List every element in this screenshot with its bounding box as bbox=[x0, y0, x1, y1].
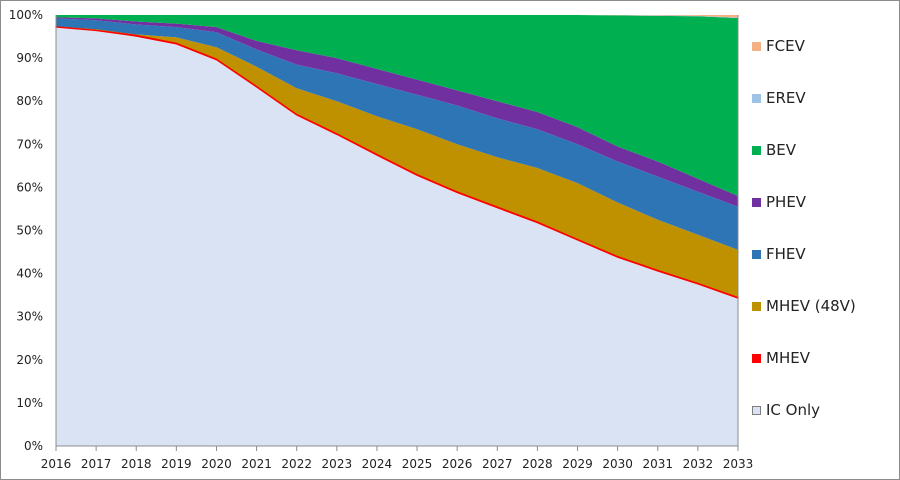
legend-swatch-ic-only bbox=[752, 405, 761, 415]
x-tick-label: 2019 bbox=[161, 457, 192, 471]
y-tick-label: 10% bbox=[16, 396, 43, 410]
y-tick-label: 0% bbox=[24, 439, 43, 453]
legend-swatch-mhev-48v bbox=[752, 301, 761, 311]
x-tick-label: 2021 bbox=[241, 457, 272, 471]
area-ic-only bbox=[56, 27, 738, 446]
x-tick-label: 2032 bbox=[683, 457, 714, 471]
x-tick-label: 2023 bbox=[322, 457, 353, 471]
area-bev bbox=[56, 15, 738, 196]
x-tick-label: 2025 bbox=[402, 457, 433, 471]
area-fcev bbox=[56, 15, 738, 18]
x-tick-label: 2020 bbox=[201, 457, 232, 471]
legend-swatch-bev bbox=[752, 145, 761, 155]
legend-item-erev: EREV bbox=[752, 88, 806, 108]
x-tick-label: 2029 bbox=[562, 457, 593, 471]
legend-label: EREV bbox=[766, 89, 806, 107]
legend-swatch-fcev bbox=[752, 41, 761, 51]
y-tick-label: 100% bbox=[9, 8, 43, 22]
legend-label: MHEV bbox=[766, 349, 810, 367]
x-tick-label: 2017 bbox=[81, 457, 112, 471]
legend-item-bev: BEV bbox=[752, 140, 796, 160]
y-tick-label: 70% bbox=[16, 137, 43, 151]
legend-swatch-phev bbox=[752, 197, 761, 207]
x-tick-label: 2026 bbox=[442, 457, 473, 471]
y-tick-label: 40% bbox=[16, 267, 43, 281]
plot-areas bbox=[55, 15, 739, 446]
y-tick-label: 20% bbox=[16, 353, 43, 367]
x-tick-label: 2033 bbox=[723, 457, 754, 471]
legend-label: BEV bbox=[766, 141, 797, 159]
legend-item-fcev: FCEV bbox=[752, 36, 805, 56]
axes: 0% 10% 20% 30% 40% 50% 60% 70% 80% 90% 100% 2016 201… bbox=[9, 8, 754, 471]
legend-item-mhev-48v: MHEV (48V) bbox=[752, 296, 856, 316]
x-tick-label: 2030 bbox=[602, 457, 633, 471]
x-tick-label: 2016 bbox=[41, 457, 72, 471]
legend-label: FCEV bbox=[766, 37, 805, 55]
y-tick-label: 90% bbox=[16, 51, 43, 65]
legend-item-phev: PHEV bbox=[752, 192, 806, 212]
x-tick-label: 2031 bbox=[642, 457, 673, 471]
y-tick-label: 50% bbox=[16, 224, 43, 238]
legend-label: MHEV (48V) bbox=[766, 297, 856, 315]
y-tick-label: 80% bbox=[16, 94, 43, 108]
legend-item-mhev: MHEV bbox=[752, 348, 810, 368]
x-tick-label: 2022 bbox=[281, 457, 312, 471]
x-tick-label: 2027 bbox=[482, 457, 513, 471]
area-mhev-48v bbox=[56, 26, 738, 297]
legend-item-fhev: FHEV bbox=[752, 244, 806, 264]
x-tick-label: 2028 bbox=[522, 457, 553, 471]
x-tick-label: 2024 bbox=[362, 457, 393, 471]
legend-label: PHEV bbox=[766, 193, 807, 211]
legend-swatch-erev bbox=[752, 93, 761, 103]
x-tick-label: 2018 bbox=[121, 457, 152, 471]
legend-swatch-mhev bbox=[752, 353, 761, 363]
legend-label: IC Only bbox=[766, 401, 821, 419]
legend-item-ic-only: IC Only bbox=[752, 400, 820, 420]
legend-label: FHEV bbox=[766, 245, 806, 263]
legend-swatch-fhev bbox=[752, 249, 761, 259]
y-tick-label: 60% bbox=[16, 180, 43, 194]
y-tick-label: 30% bbox=[16, 310, 43, 324]
